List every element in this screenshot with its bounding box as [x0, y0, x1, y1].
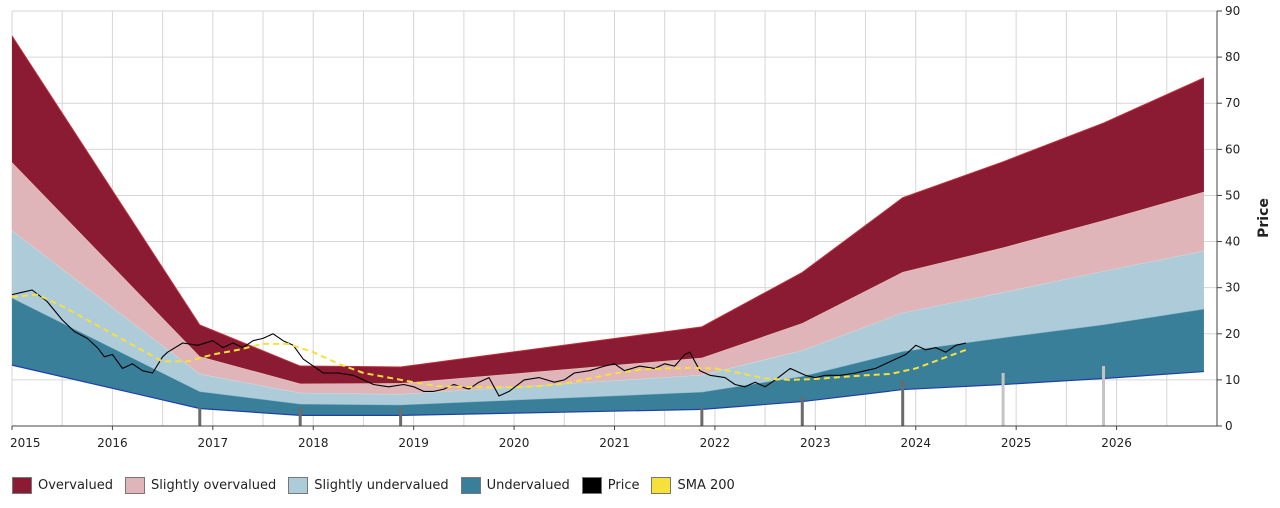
legend-swatch — [581, 476, 602, 494]
legend-label: Slightly overvalued — [151, 477, 277, 493]
x-tick-label: 2021 — [599, 436, 630, 450]
x-tick-label: 2017 — [198, 436, 229, 450]
band-slightly-overvalued — [12, 162, 1204, 395]
y-tick-label: 50 — [1225, 188, 1240, 202]
x-tick-label: 2025 — [1001, 436, 1032, 450]
x-tick-label: 2024 — [900, 436, 931, 450]
y-tick-label: 80 — [1225, 50, 1240, 64]
legend-label: Slightly undervalued — [314, 477, 449, 493]
band-edge-overvalued — [11, 35, 1205, 368]
legend-item-undervalued: Undervalued — [460, 476, 570, 494]
series-lines — [11, 289, 967, 397]
legend-item-overvalued: Overvalued — [12, 476, 114, 494]
legend-swatch — [460, 476, 481, 494]
legend-label: Overvalued — [38, 477, 114, 493]
y-tick-label: 70 — [1225, 96, 1240, 110]
y-axis-label: Price — [1256, 198, 1272, 238]
axes: 0 10 20 30 40 50 60 70 80 90 2015 2016 2017 2018 2019 2… — [10, 4, 1240, 450]
x-tick-label: 2018 — [298, 436, 329, 450]
legend-swatch — [12, 476, 32, 494]
y-tick-label: 10 — [1225, 373, 1240, 387]
x-tick-label: 2020 — [499, 436, 530, 450]
legend-item-price: Price — [581, 476, 640, 494]
legend: Overvalued Slightly overvalued Slightly … — [12, 475, 735, 495]
legend-swatch — [651, 476, 672, 494]
legend-swatch — [125, 476, 146, 494]
y-tick-label: 40 — [1225, 235, 1240, 249]
band-overvalued — [12, 35, 1204, 384]
legend-label: Undervalued — [486, 477, 570, 493]
event-markers — [198, 366, 1106, 426]
legend-item-slightly-undervalued: Slightly undervalued — [288, 476, 449, 494]
series-sma-200 — [11, 293, 967, 389]
x-tick-label: 2022 — [700, 436, 731, 450]
legend-swatch — [288, 476, 309, 494]
valuation-bands — [11, 35, 1205, 416]
legend-item-sma-200: SMA 200 — [651, 476, 735, 494]
x-tick-label: 2019 — [398, 436, 429, 450]
legend-label: Price — [607, 477, 640, 493]
band-undervalued — [12, 297, 1204, 416]
band-slightly-undervalued — [12, 230, 1204, 405]
x-tick-label: 2026 — [1101, 436, 1132, 450]
series-price — [11, 289, 967, 397]
y-tick-label: 90 — [1225, 4, 1240, 18]
y-tick-label: 0 — [1225, 419, 1233, 433]
legend-label: SMA 200 — [677, 477, 735, 493]
y-tick-label: 60 — [1225, 142, 1240, 156]
x-tick-label: 2016 — [97, 436, 128, 450]
band-bottom-edge — [11, 364, 1204, 416]
legend-item-slightly-overvalued: Slightly overvalued — [125, 476, 277, 494]
y-tick-label: 20 — [1225, 327, 1240, 341]
x-tick-label: 2023 — [800, 436, 831, 450]
x-tick-label: 2015 — [10, 436, 41, 450]
y-tick-label: 30 — [1225, 281, 1240, 295]
